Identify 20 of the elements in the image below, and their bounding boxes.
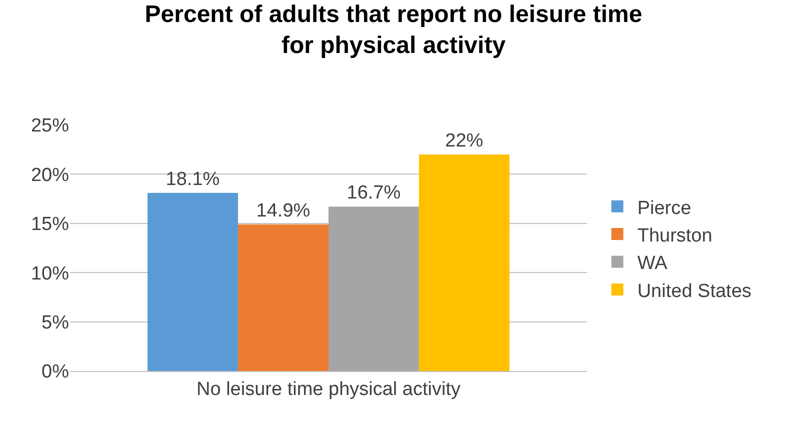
y-tick-label: 5%	[42, 312, 70, 334]
chart-title: Percent of adults that report no leisure time for physical activity	[144, 0, 642, 59]
bar	[328, 206, 419, 371]
legend-label: Thurston	[637, 225, 712, 246]
bar	[148, 192, 238, 371]
legend-label: United States	[637, 280, 752, 302]
data-label: 16.7%	[346, 182, 401, 204]
x-tick-label: No leisure time physical activity	[196, 378, 461, 400]
data-label: 14.9%	[256, 200, 310, 222]
data-label: 22%	[445, 130, 484, 152]
legend-label: WA	[637, 253, 668, 274]
y-tick-label: 10%	[30, 263, 70, 284]
y-tick-label: 20%	[30, 164, 70, 186]
bar	[238, 224, 328, 371]
y-tick-label: 25%	[30, 116, 70, 137]
data-label: 18.1%	[166, 168, 220, 190]
y-tick-label: 0%	[42, 362, 70, 383]
legend-label: Pierce	[637, 198, 692, 219]
bar	[418, 154, 510, 371]
y-tick-label: 15%	[30, 214, 70, 236]
